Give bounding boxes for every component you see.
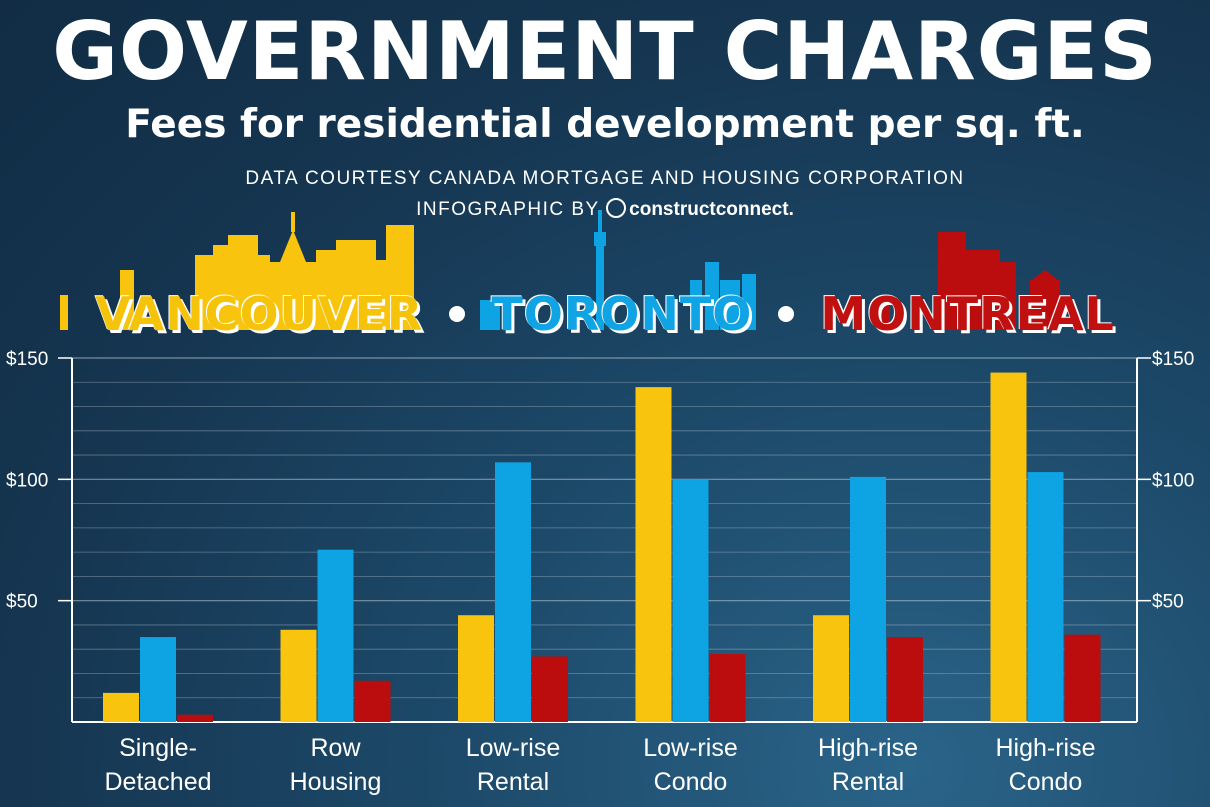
bar-vancouver-2 bbox=[458, 615, 494, 722]
bar-vancouver-1 bbox=[280, 629, 317, 722]
bar-toronto-1 bbox=[317, 549, 354, 722]
x-category-label: Rental bbox=[832, 768, 904, 796]
y-tick-label-right: $150 bbox=[1152, 349, 1194, 370]
infographic-by-label: INFOGRAPHIC BY bbox=[416, 199, 600, 220]
x-category-label: Row bbox=[310, 734, 361, 762]
city-skylines-illustration bbox=[60, 210, 1060, 330]
x-category-label: Condo bbox=[1009, 768, 1083, 796]
bar-vancouver-0 bbox=[103, 692, 139, 722]
bar-chart: $50 $50 $100 $100 $150 $150 Single- Detached Row… bbox=[6, 349, 1194, 796]
bar-montreal-4 bbox=[887, 637, 923, 722]
x-category-label: Housing bbox=[290, 768, 382, 796]
x-category-label: Detached bbox=[104, 768, 211, 796]
bar-toronto-5 bbox=[1027, 472, 1064, 722]
chart-subtitle: Fees for residential development per sq.… bbox=[125, 102, 1085, 147]
y-tick-label-right: $100 bbox=[1152, 470, 1194, 491]
bar-montreal-1 bbox=[354, 680, 391, 722]
x-category-label: Low-rise bbox=[643, 734, 737, 762]
vancouver-skyline bbox=[60, 212, 414, 330]
brand-logo: constructconnect. bbox=[606, 198, 794, 220]
bar-vancouver-3 bbox=[635, 387, 672, 722]
x-category-label: Single- bbox=[119, 734, 197, 762]
bar-vancouver-4 bbox=[813, 615, 849, 722]
brand-name-bold: connect. bbox=[715, 199, 794, 220]
legend-montreal: MONTREAL bbox=[820, 286, 1115, 341]
bar-toronto-4 bbox=[850, 476, 886, 722]
x-category-label: High-rise bbox=[995, 734, 1095, 762]
legend-separator-dot bbox=[449, 305, 466, 322]
bar-montreal-3 bbox=[709, 654, 746, 722]
bar-montreal-5 bbox=[1064, 634, 1101, 722]
city-legend: VANCOUVER TORONTO MONTREAL bbox=[0, 283, 1210, 343]
x-category-label: Rental bbox=[477, 768, 549, 796]
bar-toronto-0 bbox=[140, 637, 176, 722]
montreal-skyline bbox=[880, 232, 1060, 330]
legend-separator-dot bbox=[778, 305, 795, 322]
brand-name-light: construct bbox=[629, 199, 716, 220]
x-category-label: Low-rise bbox=[466, 734, 560, 762]
data-credit: DATA COURTESY CANADA MORTGAGE AND HOUSIN… bbox=[245, 168, 965, 189]
bar-toronto-3 bbox=[672, 479, 709, 722]
legend-vancouver: VANCOUVER bbox=[95, 286, 424, 341]
legend-toronto: TORONTO bbox=[491, 286, 753, 341]
y-tick-label-right: $50 bbox=[1152, 592, 1184, 613]
brand-icon bbox=[606, 198, 627, 218]
bar-vancouver-5 bbox=[990, 372, 1027, 722]
bar-montreal-0 bbox=[177, 714, 213, 722]
chart-title: GOVERNMENT CHARGES bbox=[52, 5, 1158, 98]
infographic-credit: INFOGRAPHIC BY constructconnect. bbox=[0, 198, 1210, 221]
y-tick-label-left: $100 bbox=[6, 470, 48, 491]
bar-toronto-2 bbox=[495, 462, 531, 722]
bar-montreal-2 bbox=[532, 656, 568, 722]
x-category-label: High-rise bbox=[818, 734, 918, 762]
y-tick-label-left: $150 bbox=[6, 349, 48, 370]
x-category-label: Condo bbox=[654, 768, 728, 796]
toronto-skyline bbox=[480, 210, 756, 330]
y-tick-label-left: $50 bbox=[6, 592, 38, 613]
